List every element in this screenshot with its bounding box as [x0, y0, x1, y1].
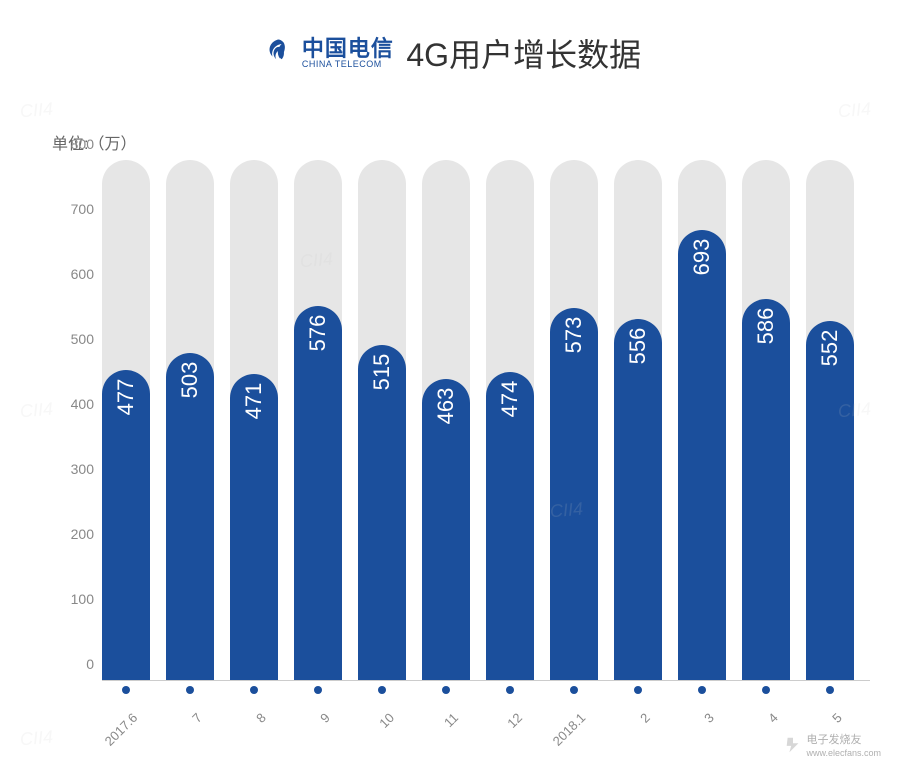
x-axis-label: 9 — [317, 710, 333, 726]
y-tick-label: 700 — [54, 201, 94, 217]
elecfans-icon — [784, 736, 802, 754]
x-axis-label: 10 — [376, 710, 397, 731]
x-axis-label: 2018.1 — [550, 710, 589, 749]
x-axis-label: 7 — [189, 710, 205, 726]
y-tick-label: 600 — [54, 266, 94, 282]
bar-value-label: 471 — [241, 377, 267, 425]
y-tick-label: 500 — [54, 331, 94, 347]
bar-value — [294, 306, 342, 680]
x-axis-label: 11 — [440, 710, 460, 730]
chart-title: 4G用户增长数据 — [406, 30, 641, 76]
company-logo: 中国电信 CHINA TELECOM — [260, 35, 394, 71]
y-axis: 0100200300400500600700800 — [60, 160, 100, 680]
x-axis-dot — [762, 686, 770, 694]
x-axis-dot — [506, 686, 514, 694]
bar-value-label: 515 — [369, 348, 395, 396]
x-axis-dot — [570, 686, 578, 694]
bar-value-label: 463 — [433, 382, 459, 430]
chart-area: 0100200300400500600700800 4772017.650374… — [70, 160, 870, 680]
x-axis-dot — [186, 686, 194, 694]
bar-value — [742, 299, 790, 680]
bar-value — [550, 308, 598, 680]
telecom-logo-icon — [260, 35, 296, 71]
bar-value-label: 576 — [305, 309, 331, 357]
bar-value-label: 693 — [689, 233, 715, 281]
x-axis-dot — [122, 686, 130, 694]
bar-value — [678, 230, 726, 680]
logo-cn-text: 中国电信 — [302, 38, 394, 60]
watermark: CII4 — [19, 399, 54, 423]
bar-value-label: 503 — [177, 356, 203, 404]
y-tick-label: 200 — [54, 526, 94, 542]
chart-header: 中国电信 CHINA TELECOM 4G用户增长数据 — [0, 0, 901, 86]
bars-area: 4772017.65037471857695151046311474125732… — [102, 160, 870, 681]
bar-value-label: 477 — [113, 373, 139, 421]
bar-value-label: 586 — [753, 302, 779, 350]
y-tick-label: 800 — [54, 136, 94, 152]
watermark: CII4 — [837, 99, 872, 123]
x-axis-dot — [378, 686, 386, 694]
footer-credit-url: www.elecfans.com — [806, 748, 881, 758]
bar-value — [614, 319, 662, 680]
y-tick-label: 100 — [54, 591, 94, 607]
x-axis-label: 3 — [701, 710, 717, 726]
x-axis-dot — [634, 686, 642, 694]
y-tick-label: 400 — [54, 396, 94, 412]
y-tick-label: 300 — [54, 461, 94, 477]
x-axis-label: 2017.6 — [102, 710, 141, 749]
y-tick-label: 0 — [54, 656, 94, 672]
x-axis-dot — [314, 686, 322, 694]
x-axis-label: 4 — [765, 710, 781, 726]
bar-value-label: 573 — [561, 311, 587, 359]
x-axis-label: 5 — [829, 710, 845, 726]
x-axis-dot — [442, 686, 450, 694]
logo-en-text: CHINA TELECOM — [302, 60, 382, 69]
watermark: CII4 — [19, 99, 54, 123]
x-axis-dot — [250, 686, 258, 694]
watermark: CII4 — [19, 727, 54, 751]
bar-value-label: 474 — [497, 375, 523, 423]
bar-value — [806, 321, 854, 680]
x-axis-label: 8 — [253, 710, 269, 726]
x-axis-label: 12 — [504, 710, 525, 731]
x-axis-dot — [826, 686, 834, 694]
bar-value-label: 552 — [817, 324, 843, 372]
bar-value-label: 556 — [625, 322, 651, 370]
footer-credit: 电子发烧友 www.elecfans.com — [784, 731, 881, 759]
x-axis-dot — [698, 686, 706, 694]
footer-credit-text: 电子发烧友 — [806, 734, 861, 746]
x-axis-label: 2 — [637, 710, 653, 726]
